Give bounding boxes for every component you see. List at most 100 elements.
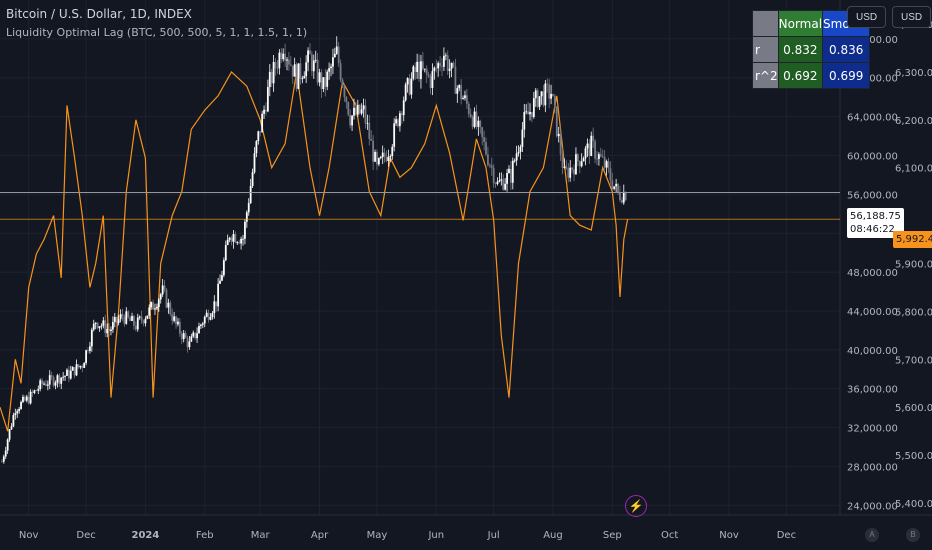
candle-body (498, 180, 501, 182)
candle-body (519, 146, 522, 152)
candle-body (404, 84, 407, 101)
candle-body (464, 95, 466, 99)
row-label-r2: r^2 (752, 62, 779, 89)
candle-body (561, 154, 564, 168)
candle-body (395, 119, 397, 124)
candle-body (31, 391, 34, 393)
candle-body (397, 119, 399, 127)
candle-body (175, 316, 177, 325)
candle-body (64, 375, 66, 377)
auto-scale-icon[interactable]: A (865, 528, 879, 542)
candle-body (163, 285, 166, 290)
candle-body (291, 65, 294, 77)
candle-body (450, 62, 453, 69)
table-corner (752, 10, 779, 37)
candle-body (492, 167, 495, 184)
candle-body (555, 106, 558, 137)
candle-body (263, 109, 265, 114)
candle-body (100, 325, 103, 327)
left-axis-tick-label: 48,000.00 (847, 268, 898, 279)
left-axis-tick-label: 44,000.00 (847, 307, 898, 318)
candle-body (565, 166, 568, 169)
candle-body (211, 313, 214, 318)
candle-body (41, 380, 43, 384)
candle-body (303, 76, 306, 79)
candle-body (360, 109, 363, 114)
candle-body (418, 61, 420, 80)
r-smooth-value: 0.836 (822, 36, 871, 63)
candle-body (173, 316, 176, 321)
candle-body (236, 242, 239, 244)
candle-body (573, 169, 575, 175)
candle-body (240, 238, 242, 244)
currency-button-right[interactable]: USD (892, 6, 931, 28)
candle-body (354, 107, 357, 115)
candle-body (341, 79, 344, 87)
candle-body (230, 237, 233, 242)
candle-body (366, 123, 369, 124)
candle-body (534, 90, 537, 99)
candle-body (448, 68, 451, 71)
left-axis-tick-label: 32,000.00 (847, 424, 898, 435)
candle-body (326, 71, 329, 87)
candle-body (400, 113, 403, 116)
candle-body (39, 380, 42, 390)
candle-body (456, 88, 459, 94)
currency-button-left[interactable]: USD (847, 6, 886, 28)
r2-normal-value: 0.692 (777, 62, 824, 89)
liquidity-series (0, 70, 629, 432)
candle-body (85, 350, 88, 363)
candle-body (301, 78, 304, 80)
x-axis-tick-label: Sep (603, 530, 622, 541)
candle-body (167, 302, 170, 308)
candle-body (335, 46, 338, 54)
candle-body (509, 168, 512, 183)
left-axis-tick-label: 24,000.00 (847, 501, 898, 512)
candle-body (251, 172, 254, 187)
candle-body (2, 456, 5, 462)
candle-body (370, 138, 373, 141)
candle-body (339, 63, 342, 80)
candle-body (529, 111, 531, 115)
x-axis-tick-label: Apr (311, 530, 329, 541)
candle-body (115, 317, 118, 323)
candle-body (502, 179, 505, 190)
candle-body (156, 307, 158, 309)
left-axis-tick-label: 28,000.00 (847, 462, 898, 473)
candle-body (119, 314, 122, 320)
candle-body (598, 154, 600, 159)
candle-body (469, 114, 472, 118)
candle-body (473, 111, 476, 127)
candle-body (16, 411, 19, 414)
candle-body (483, 137, 486, 143)
candle-body (12, 415, 15, 427)
candle-body (33, 390, 36, 393)
candle-body (605, 161, 608, 168)
candle-body (314, 59, 317, 61)
candle-body (215, 301, 218, 307)
candle-body (571, 167, 574, 170)
chart-title[interactable]: Bitcoin / U.S. Dollar, 1D, INDEX (6, 7, 192, 21)
candle-body (620, 199, 623, 203)
candle-body (542, 91, 545, 106)
candle-body (525, 111, 528, 113)
log-scale-icon[interactable]: B (906, 528, 920, 542)
candle-body (56, 375, 59, 383)
candle-body (576, 154, 579, 162)
candle-body (184, 333, 187, 338)
indicator-legend[interactable]: Liquidity Optimal Lag (BTC, 500, 500, 5,… (6, 26, 308, 39)
candle-body (134, 325, 137, 330)
candle-body (584, 148, 587, 159)
candle-body (6, 439, 9, 451)
row-label-r: r (752, 36, 779, 63)
candle-body (127, 311, 130, 318)
candle-body (182, 333, 185, 340)
lightning-icon[interactable]: ⚡ (625, 495, 647, 517)
left-axis-tick-label: 40,000.00 (847, 346, 898, 357)
candle-body (471, 117, 474, 127)
candle-body (54, 382, 57, 386)
candle-body (48, 375, 51, 385)
candle-body (316, 59, 319, 83)
